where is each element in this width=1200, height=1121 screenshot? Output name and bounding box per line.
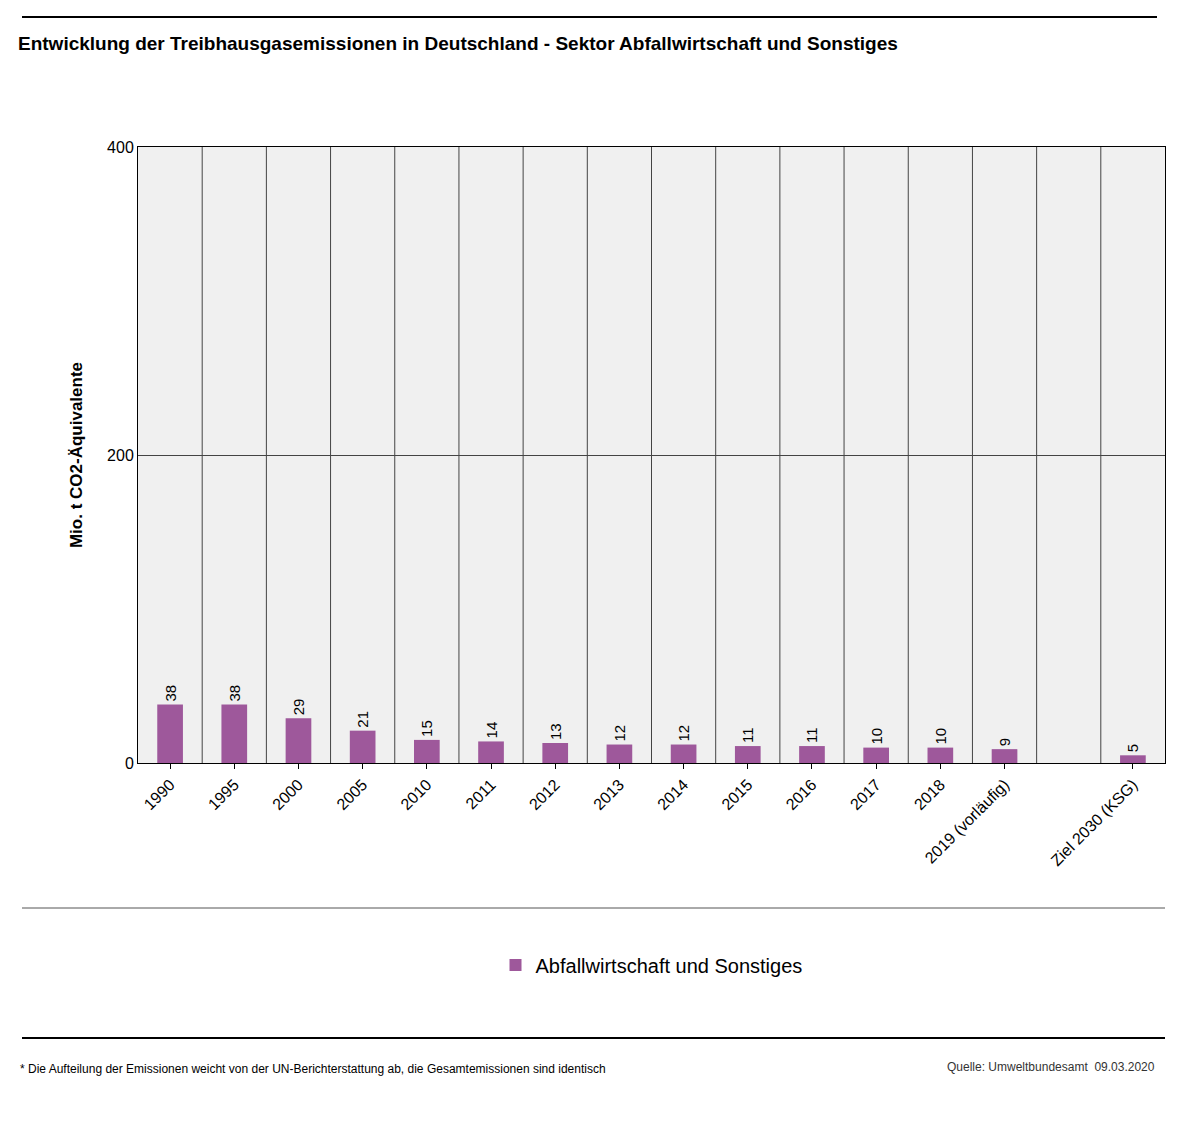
svg-text:10: 10 <box>932 728 949 745</box>
svg-text:0: 0 <box>125 755 134 772</box>
svg-text:Abfallwirtschaft und Sonstiges: Abfallwirtschaft und Sonstiges <box>536 955 803 977</box>
svg-text:2000: 2000 <box>269 776 306 813</box>
svg-text:15: 15 <box>418 720 435 737</box>
svg-text:Entwicklung der Treibhausgasem: Entwicklung der Treibhausgasemissionen i… <box>18 33 898 54</box>
svg-text:10: 10 <box>868 728 885 745</box>
svg-text:9: 9 <box>996 738 1013 746</box>
svg-text:2016: 2016 <box>783 776 820 813</box>
svg-text:14: 14 <box>483 722 500 739</box>
svg-text:2017: 2017 <box>847 776 884 813</box>
svg-text:400: 400 <box>107 139 134 156</box>
svg-text:12: 12 <box>611 725 628 742</box>
svg-text:Quelle: Umweltbundesamt 09.03: Quelle: Umweltbundesamt 09.03.2020 <box>947 1060 1155 1074</box>
svg-text:2012: 2012 <box>526 776 563 813</box>
svg-text:2011: 2011 <box>462 776 498 812</box>
svg-text:2014: 2014 <box>654 776 691 813</box>
svg-text:1995: 1995 <box>205 776 242 813</box>
svg-text:Ziel 2030 (KSG): Ziel 2030 (KSG) <box>1048 776 1141 869</box>
svg-text:38: 38 <box>226 685 243 702</box>
svg-text:* Die Aufteilung der Emissione: * Die Aufteilung der Emissionen weicht v… <box>20 1062 606 1076</box>
svg-text:11: 11 <box>803 727 820 743</box>
svg-text:13: 13 <box>547 723 564 740</box>
svg-text:11: 11 <box>739 727 756 743</box>
svg-text:2013: 2013 <box>590 776 627 813</box>
svg-text:2018: 2018 <box>911 776 948 813</box>
svg-text:12: 12 <box>675 725 692 742</box>
svg-text:38: 38 <box>162 685 179 702</box>
svg-text:2005: 2005 <box>333 776 370 813</box>
svg-text:2010: 2010 <box>397 776 434 813</box>
svg-text:29: 29 <box>290 699 307 716</box>
svg-text:5: 5 <box>1124 744 1141 752</box>
svg-text:21: 21 <box>354 711 371 728</box>
svg-text:Mio. t CO2-Äquivalente: Mio. t CO2-Äquivalente <box>67 362 86 548</box>
svg-text:2019 (vorläufig): 2019 (vorläufig) <box>922 776 1013 867</box>
svg-text:1990: 1990 <box>141 776 178 813</box>
svg-text:2015: 2015 <box>718 776 755 813</box>
svg-text:200: 200 <box>107 447 134 464</box>
